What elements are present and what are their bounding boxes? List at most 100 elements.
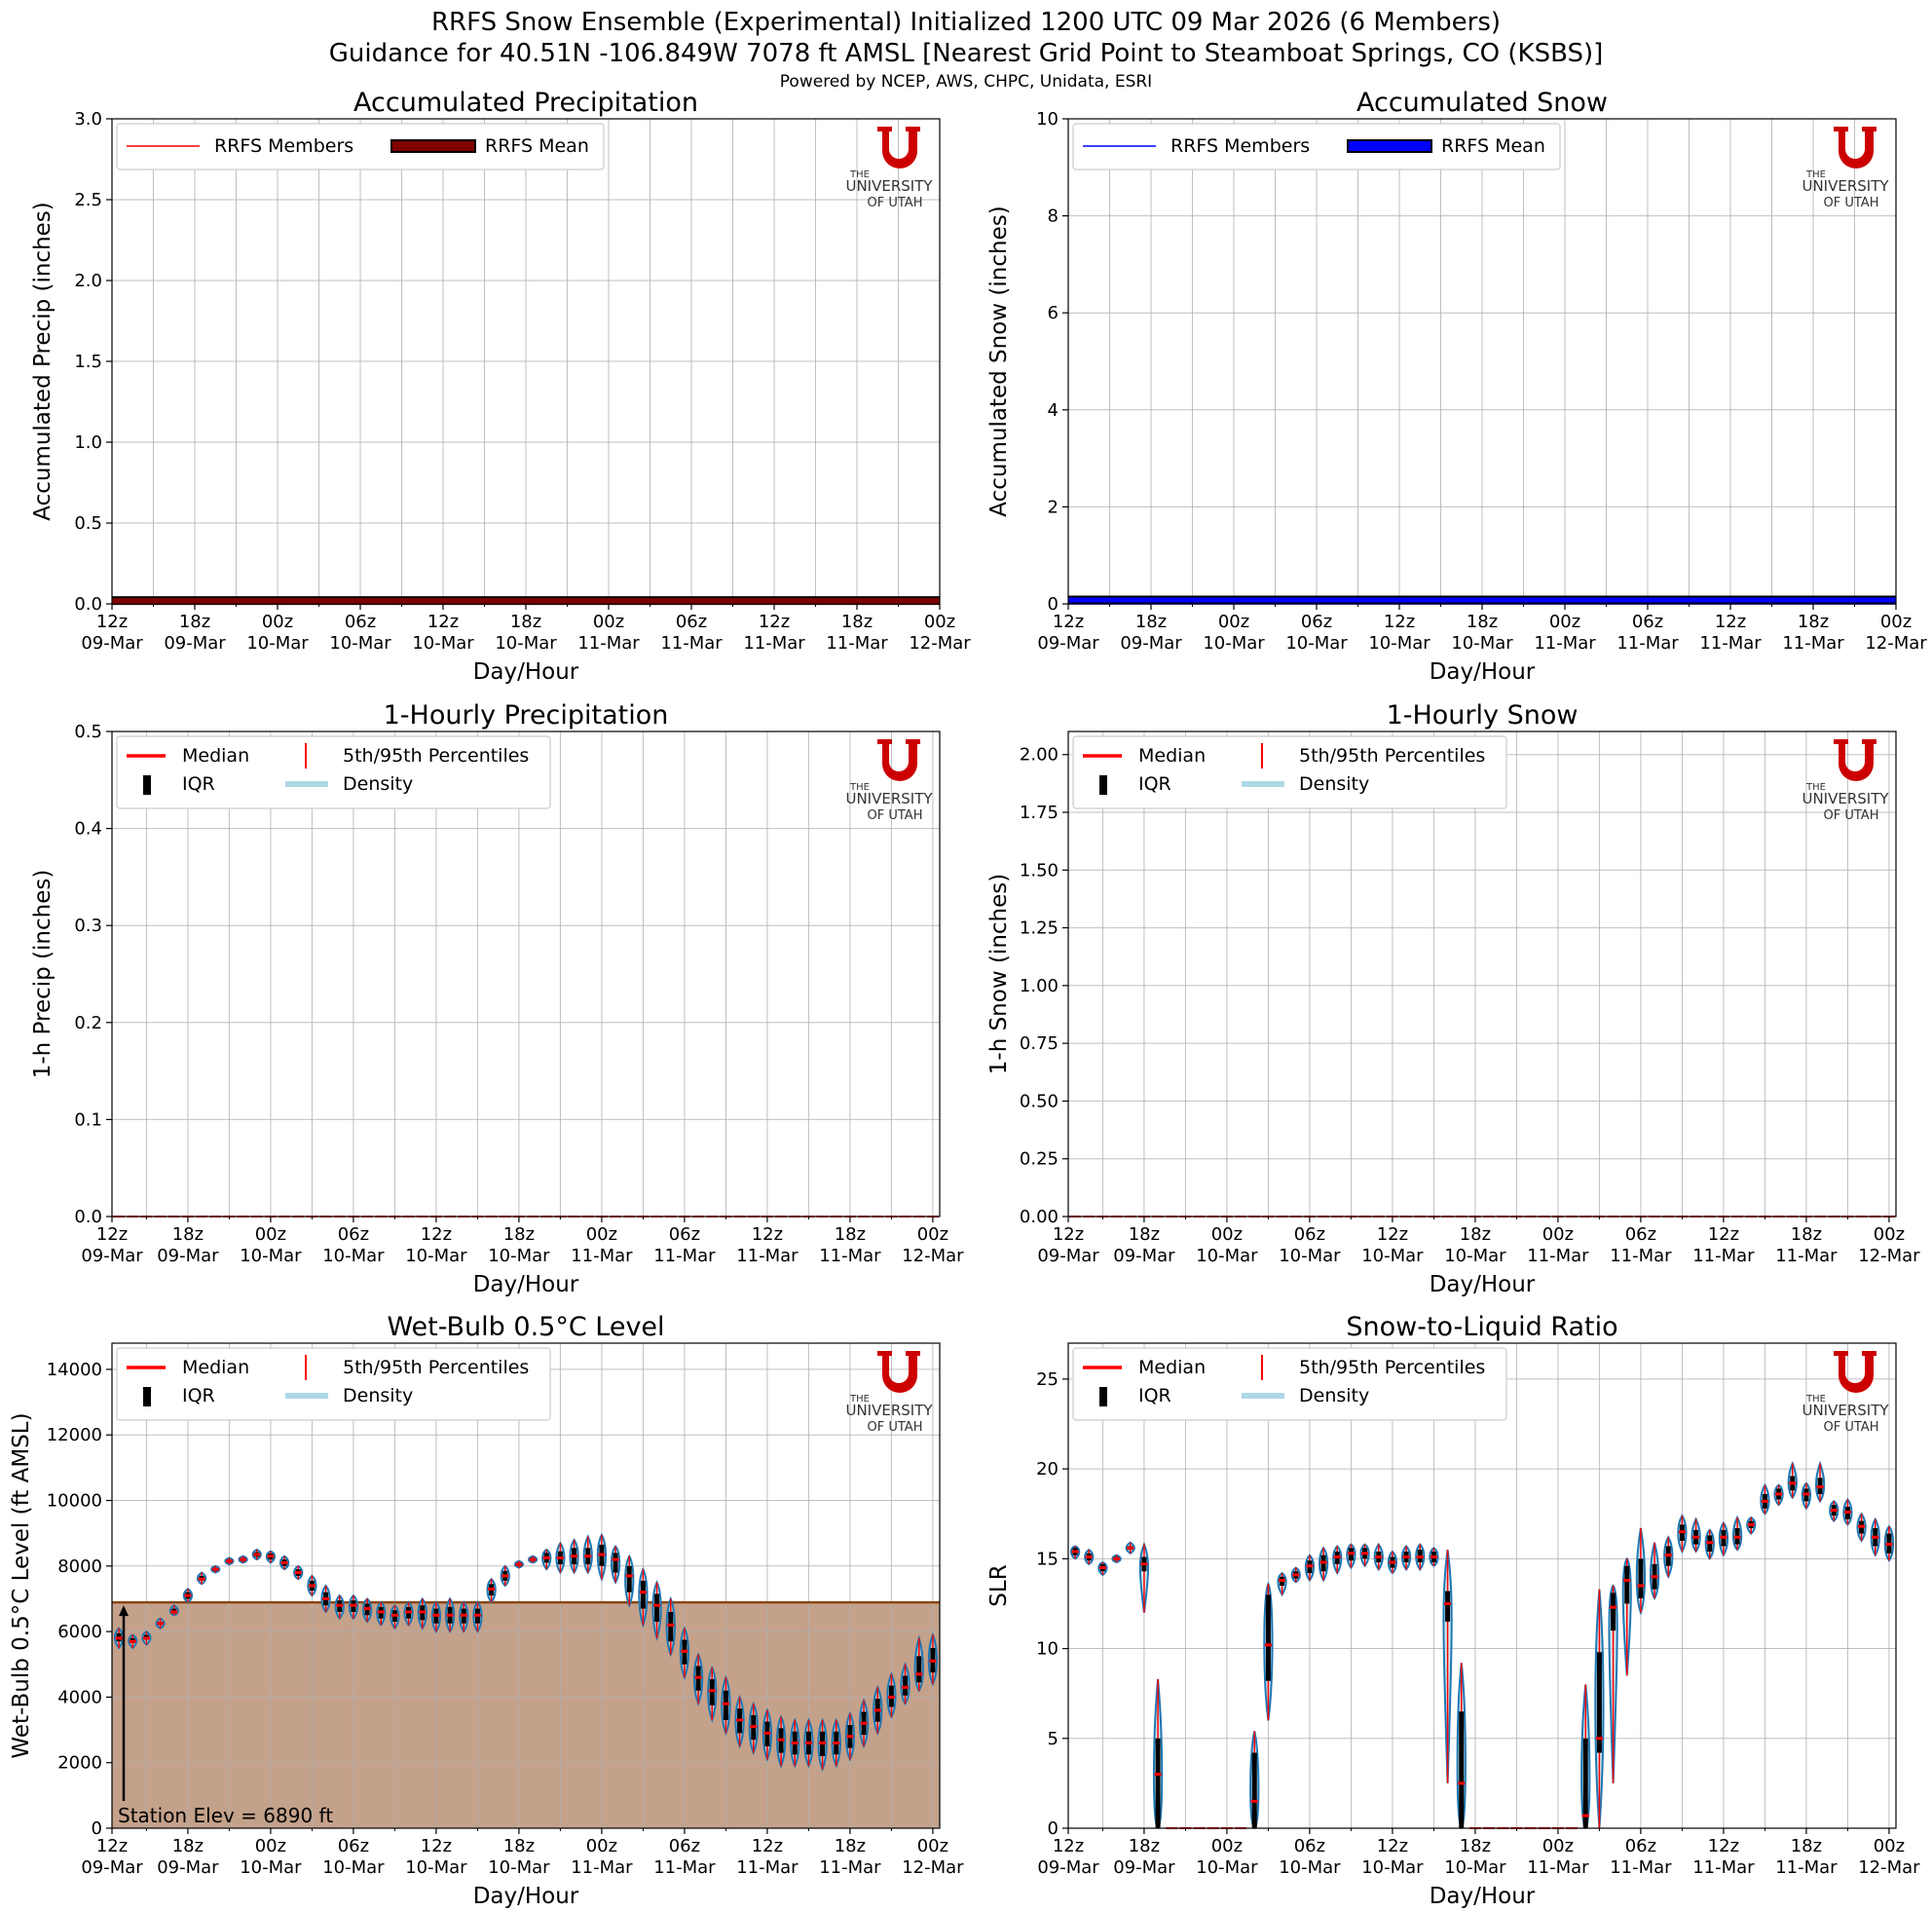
x-tick-day-label: 11-Mar	[1692, 1246, 1755, 1266]
figure-title-line2: Guidance for 40.51N -106.849W 7078 ft AM…	[329, 39, 1604, 68]
terrain-fill	[112, 1602, 940, 1828]
legend-mean-swatch	[1348, 140, 1431, 152]
x-tick-day-label: 11-Mar	[826, 633, 888, 654]
chart-title: Accumulated Snow	[1356, 88, 1608, 118]
x-tick-hour-label: 00z	[593, 612, 624, 632]
x-tick-hour-label: 12z	[1377, 1836, 1408, 1856]
x-tick-day-label: 11-Mar	[1527, 1246, 1589, 1266]
x-tick-day-label: 12-Mar	[1865, 633, 1927, 654]
x-tick-hour-label: 06z	[338, 1224, 369, 1245]
x-tick-hour-label: 00z	[586, 1224, 617, 1245]
legend: Median 5th/95th Percentiles IQR Density	[117, 736, 550, 808]
x-axis-label: Day/Hour	[1430, 659, 1536, 685]
x-tick-day-label: 09-Mar	[164, 633, 226, 654]
x-tick-hour-label: 00z	[1542, 1836, 1574, 1856]
x-tick-day-label: 09-Mar	[1037, 1857, 1099, 1878]
x-tick-day-label: 10-Mar	[1196, 1246, 1258, 1266]
x-tick-hour-label: 12z	[752, 1224, 783, 1245]
y-tick-label: 4000	[57, 1687, 102, 1707]
legend-members-label: RRFS Members	[1170, 135, 1310, 157]
x-tick-hour-label: 00z	[1542, 1224, 1574, 1245]
x-tick-hour-label: 00z	[255, 1224, 286, 1245]
legend-iqr-swatch	[1099, 775, 1107, 795]
x-tick-day-label: 10-Mar	[1279, 1246, 1341, 1266]
x-tick-hour-label: 12z	[752, 1836, 783, 1856]
chart-title: Wet-Bulb 0.5°C Level	[387, 1312, 664, 1342]
y-tick-label: 0.4	[74, 819, 102, 840]
legend: RRFS Members RRFS Mean	[117, 124, 604, 169]
x-tick-day-label: 10-Mar	[1361, 1857, 1424, 1878]
y-tick-label: 0.2	[74, 1013, 102, 1033]
legend-percentile-label: 5th/95th Percentiles	[1299, 1357, 1485, 1378]
x-tick-hour-label: 00z	[1211, 1836, 1243, 1856]
x-tick-day-label: 10-Mar	[1444, 1246, 1506, 1266]
x-tick-hour-label: 18z	[1129, 1224, 1160, 1245]
x-tick-day-label: 11-Mar	[1782, 633, 1844, 654]
x-tick-day-label: 09-Mar	[157, 1246, 219, 1266]
x-tick-day-label: 10-Mar	[1451, 633, 1513, 654]
y-tick-label: 25	[1036, 1369, 1059, 1390]
x-tick-day-label: 10-Mar	[412, 633, 474, 654]
x-tick-day-label: 11-Mar	[577, 633, 640, 654]
x-tick-hour-label: 06z	[669, 1224, 700, 1245]
x-tick-day-label: 10-Mar	[1203, 633, 1265, 654]
x-tick-hour-label: 18z	[179, 612, 210, 632]
x-tick-day-label: 09-Mar	[1113, 1857, 1175, 1878]
logo-university: UNIVERSITY	[1802, 177, 1889, 195]
x-tick-day-label: 11-Mar	[1534, 633, 1596, 654]
x-tick-hour-label: 18z	[1129, 1836, 1160, 1856]
logo-of-utah: OF UTAH	[868, 1420, 923, 1435]
x-tick-hour-label: 12z	[1053, 1224, 1084, 1245]
x-tick-hour-label: 00z	[586, 1836, 617, 1856]
x-tick-day-label: 12-Mar	[902, 1246, 964, 1266]
x-tick-hour-label: 18z	[1460, 1224, 1491, 1245]
x-tick-day-label: 10-Mar	[1279, 1857, 1341, 1878]
x-tick-day-label: 10-Mar	[1285, 633, 1348, 654]
y-tick-label: 6	[1048, 303, 1059, 323]
x-tick-hour-label: 12z	[96, 612, 128, 632]
x-tick-day-label: 11-Mar	[1775, 1246, 1838, 1266]
chart-title: Accumulated Precipitation	[353, 88, 698, 118]
legend-density-label: Density	[343, 773, 413, 795]
x-tick-hour-label: 18z	[841, 612, 873, 632]
x-tick-day-label: 11-Mar	[653, 1857, 716, 1878]
x-tick-hour-label: 00z	[1218, 612, 1249, 632]
x-tick-day-label: 10-Mar	[1368, 633, 1430, 654]
x-tick-day-label: 11-Mar	[1610, 1857, 1672, 1878]
x-tick-day-label: 10-Mar	[240, 1246, 302, 1266]
y-tick-label: 1.0	[74, 432, 102, 453]
logo-university: UNIVERSITY	[845, 177, 933, 195]
y-tick-label: 10	[1036, 1639, 1059, 1660]
y-tick-label: 12000	[47, 1425, 102, 1445]
y-tick-label: 1.00	[1020, 976, 1059, 996]
x-tick-day-label: 10-Mar	[246, 633, 309, 654]
y-tick-label: 1.25	[1020, 918, 1059, 939]
x-tick-day-label: 09-Mar	[1037, 1246, 1099, 1266]
x-tick-day-label: 10-Mar	[405, 1246, 467, 1266]
x-tick-hour-label: 12z	[1708, 1836, 1739, 1856]
legend-percentile-label: 5th/95th Percentiles	[343, 1357, 529, 1378]
legend-iqr-swatch	[1099, 1387, 1107, 1406]
x-tick-hour-label: 18z	[835, 1224, 866, 1245]
x-tick-hour-label: 18z	[510, 612, 541, 632]
y-tick-label: 10000	[47, 1491, 102, 1512]
x-tick-hour-label: 00z	[917, 1224, 948, 1245]
x-tick-hour-label: 12z	[427, 612, 459, 632]
station-elevation-label: Station Elev = 6890 ft	[118, 1804, 333, 1827]
y-axis-label: Accumulated Precip (inches)	[30, 202, 56, 521]
y-axis-label: 1-h Precip (inches)	[30, 870, 56, 1079]
x-tick-hour-label: 12z	[421, 1224, 452, 1245]
legend-density-label: Density	[1299, 1385, 1369, 1406]
x-tick-day-label: 10-Mar	[240, 1857, 302, 1878]
x-tick-day-label: 12-Mar	[909, 633, 971, 654]
y-tick-label: 0.75	[1020, 1033, 1059, 1054]
x-tick-hour-label: 18z	[1135, 612, 1167, 632]
legend-iqr-label: IQR	[182, 1385, 215, 1406]
y-tick-label: 20	[1036, 1459, 1059, 1480]
x-tick-hour-label: 06z	[1625, 1836, 1656, 1856]
x-tick-hour-label: 00z	[1874, 1836, 1905, 1856]
legend-iqr-label: IQR	[182, 773, 215, 795]
y-tick-label: 0.1	[74, 1109, 102, 1130]
x-tick-day-label: 11-Mar	[571, 1246, 633, 1266]
